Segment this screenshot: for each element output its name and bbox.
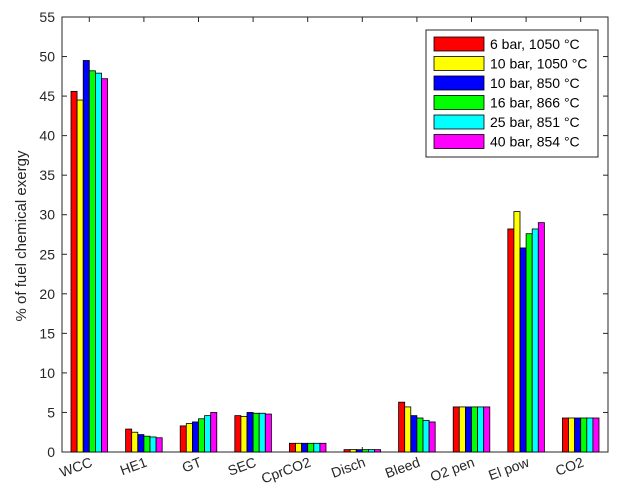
legend-entry-label: 10 bar, 850 °C (490, 75, 580, 91)
bar-el-pow-series-1 (507, 228, 515, 453)
bar-co2-series-2 (568, 417, 575, 453)
bar-gt-series-2 (185, 423, 193, 453)
legend-swatch (433, 36, 485, 52)
bar-bleed-series-4 (416, 417, 424, 453)
bar-he1-series-5 (149, 436, 157, 453)
legend-swatch (433, 95, 485, 110)
bar-el-pow-series-6 (537, 222, 545, 453)
bar-sec-series-1 (234, 415, 242, 453)
bar-wcc-series-2 (76, 99, 84, 453)
bar-wcc-series-4 (88, 70, 96, 453)
bar-co2-series-1 (562, 417, 569, 453)
bar-gt-series-4 (198, 418, 205, 453)
legend: 6 bar, 1050 °C 10 bar, 1050 °C 10 bar, 850… (425, 29, 599, 158)
bar-cprco2-series-5 (313, 442, 321, 453)
bar-he1-series-1 (125, 428, 133, 453)
bar-sec-series-4 (252, 412, 260, 453)
bar-el-pow-series-4 (525, 233, 533, 453)
bar-wcc-series-6 (101, 78, 108, 453)
x-tick-label: CO2 (553, 454, 586, 479)
y-tick-label: 20 (39, 286, 55, 302)
bar-sec-series-2 (240, 416, 248, 453)
bar-co2-series-4 (580, 417, 588, 453)
bar-disch-series-4 (361, 449, 369, 453)
legend-entry-label: 6 bar, 1050 °C (490, 36, 580, 52)
legend-entry-label: 10 bar, 1050 °C (490, 56, 587, 72)
y-tick-label: 40 (39, 128, 55, 144)
x-tick-label: CprCO2 (259, 454, 313, 487)
legend-swatch (433, 134, 485, 149)
x-tick-label: O2 pen (428, 454, 477, 485)
bar-cprco2-series-3 (301, 442, 309, 453)
bar-el-pow-series-2 (513, 211, 521, 453)
bar-wcc-series-5 (95, 72, 102, 453)
legend-entry-label: 16 bar, 866 °C (490, 95, 580, 111)
bar-bleed-series-5 (422, 419, 430, 453)
y-tick-label: 0 (47, 444, 55, 460)
x-tick-label: SEC (226, 454, 259, 479)
bar-he1-series-3 (137, 434, 145, 453)
bar-sec-series-5 (258, 412, 266, 453)
y-tick-label: 35 (39, 167, 55, 183)
legend-swatch (433, 114, 485, 130)
legend-entry-label: 25 bar, 851 °C (490, 114, 580, 130)
bar-disch-series-1 (343, 449, 351, 453)
y-tick-label: 30 (39, 207, 55, 223)
bar-bleed-series-6 (428, 421, 436, 453)
bar-el-pow-series-3 (519, 247, 527, 453)
bar-he1-series-6 (155, 437, 163, 453)
bar-disch-series-2 (349, 449, 357, 453)
bar-cprco2-series-2 (295, 442, 302, 453)
x-tick-label: HE1 (118, 454, 149, 478)
bar-wcc-series-3 (82, 60, 90, 453)
legend-entry-label: 40 bar, 854 °C (490, 134, 580, 150)
bar-o2-pen-series-4 (471, 406, 478, 453)
bar-co2-series-3 (574, 417, 582, 453)
bar-wcc-series-1 (70, 90, 78, 453)
bar-cprco2-series-1 (288, 442, 296, 453)
x-tick-label: Disch (329, 454, 367, 481)
bar-he1-series-4 (143, 435, 151, 453)
x-tick-label: WCC (57, 454, 94, 480)
legend-swatch (433, 56, 485, 71)
bar-gt-series-5 (204, 415, 212, 453)
bar-bleed-series-3 (410, 415, 418, 453)
bar-gt-series-3 (191, 421, 199, 453)
bar-cprco2-series-4 (307, 442, 315, 453)
bar-o2-pen-series-6 (483, 406, 491, 453)
y-tick-label: 10 (39, 365, 55, 381)
x-tick-label: GT (180, 454, 204, 476)
y-tick-label: 50 (39, 49, 55, 65)
bar-el-pow-series-5 (531, 228, 539, 453)
x-tick-label: Bleed (383, 454, 422, 481)
bar-gt-series-6 (210, 412, 218, 453)
bar-gt-series-1 (179, 425, 187, 453)
bar-o2-pen-series-1 (452, 406, 460, 453)
bar-o2-pen-series-5 (477, 406, 485, 453)
bar-o2-pen-series-2 (458, 406, 466, 453)
bar-disch-series-3 (355, 449, 363, 453)
x-tick-label: El pow (486, 453, 532, 483)
bar-co2-series-5 (586, 417, 594, 453)
legend-swatch (433, 75, 485, 91)
axes-box (61, 16, 609, 453)
bar-o2-pen-series-3 (464, 406, 472, 453)
y-tick-label: 5 (47, 404, 55, 420)
bar-disch-series-5 (367, 449, 375, 453)
bar-co2-series-6 (592, 417, 600, 453)
bar-sec-series-3 (246, 412, 254, 453)
bar-bleed-series-1 (398, 401, 406, 453)
bar-he1-series-2 (131, 431, 139, 453)
y-tick-label: 45 (39, 88, 55, 104)
bar-cprco2-series-6 (319, 442, 327, 453)
bar-bleed-series-2 (404, 406, 412, 453)
bar-sec-series-6 (264, 413, 272, 453)
bar-disch-series-6 (374, 449, 381, 453)
y-axis-label: % of fuel chemical exergy (13, 150, 30, 321)
y-tick-label: 15 (39, 325, 55, 341)
y-tick-label: 55 (39, 9, 55, 25)
y-tick-label: 25 (39, 246, 55, 262)
